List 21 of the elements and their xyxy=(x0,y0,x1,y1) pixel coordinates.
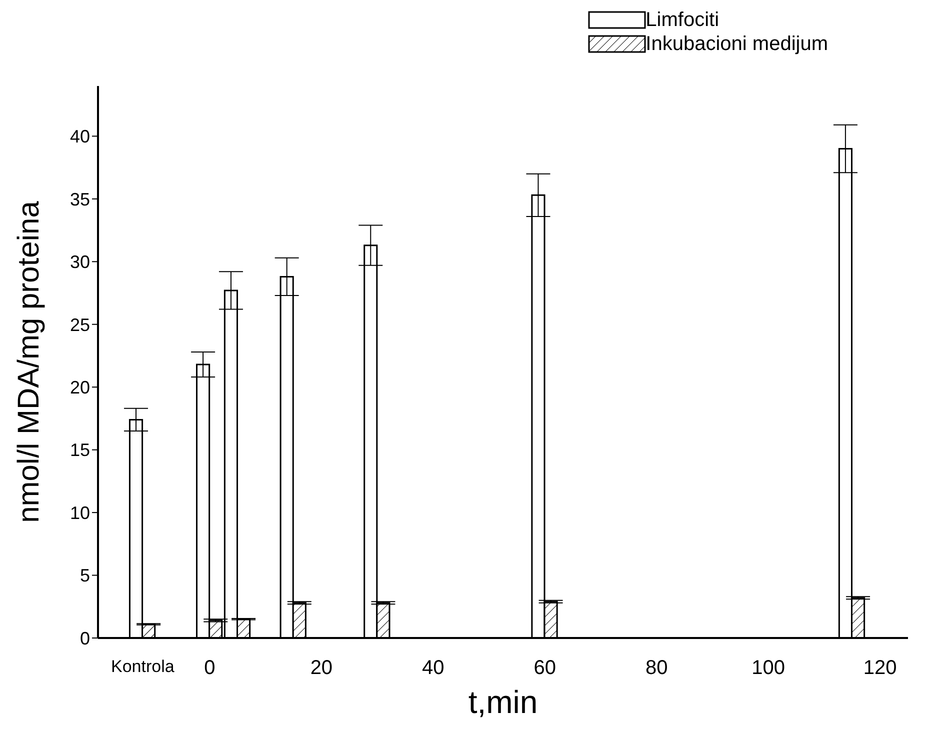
x-tick-label: Kontrola xyxy=(111,657,175,676)
y-tick-label: 10 xyxy=(70,502,90,523)
y-tick-label: 0 xyxy=(80,628,90,648)
x-tick-label: 80 xyxy=(645,657,668,680)
x-axis-title: t,min xyxy=(468,684,538,720)
y-tick-label: 30 xyxy=(70,252,90,272)
x-tick-label: 40 xyxy=(422,657,444,680)
y-tick-label: 40 xyxy=(70,126,90,147)
legend-label: Limfociti xyxy=(646,8,720,32)
y-tick-label: 5 xyxy=(80,566,90,586)
y-axis-title: nmol/l MDA/mg proteina xyxy=(12,200,46,523)
x-tick-label: 0 xyxy=(204,657,216,680)
x-tick-label: 100 xyxy=(752,657,786,680)
x-tick-label: 120 xyxy=(863,657,897,680)
x-tick-label: 60 xyxy=(534,657,556,680)
y-tick-label: 25 xyxy=(70,314,90,335)
y-tick-label: 35 xyxy=(70,189,90,210)
y-tick-label: 15 xyxy=(70,440,90,460)
y-tick-label: 20 xyxy=(70,377,90,398)
x-tick-label: 20 xyxy=(310,657,333,680)
legend-label: Inkubacioni medijum xyxy=(646,32,828,56)
